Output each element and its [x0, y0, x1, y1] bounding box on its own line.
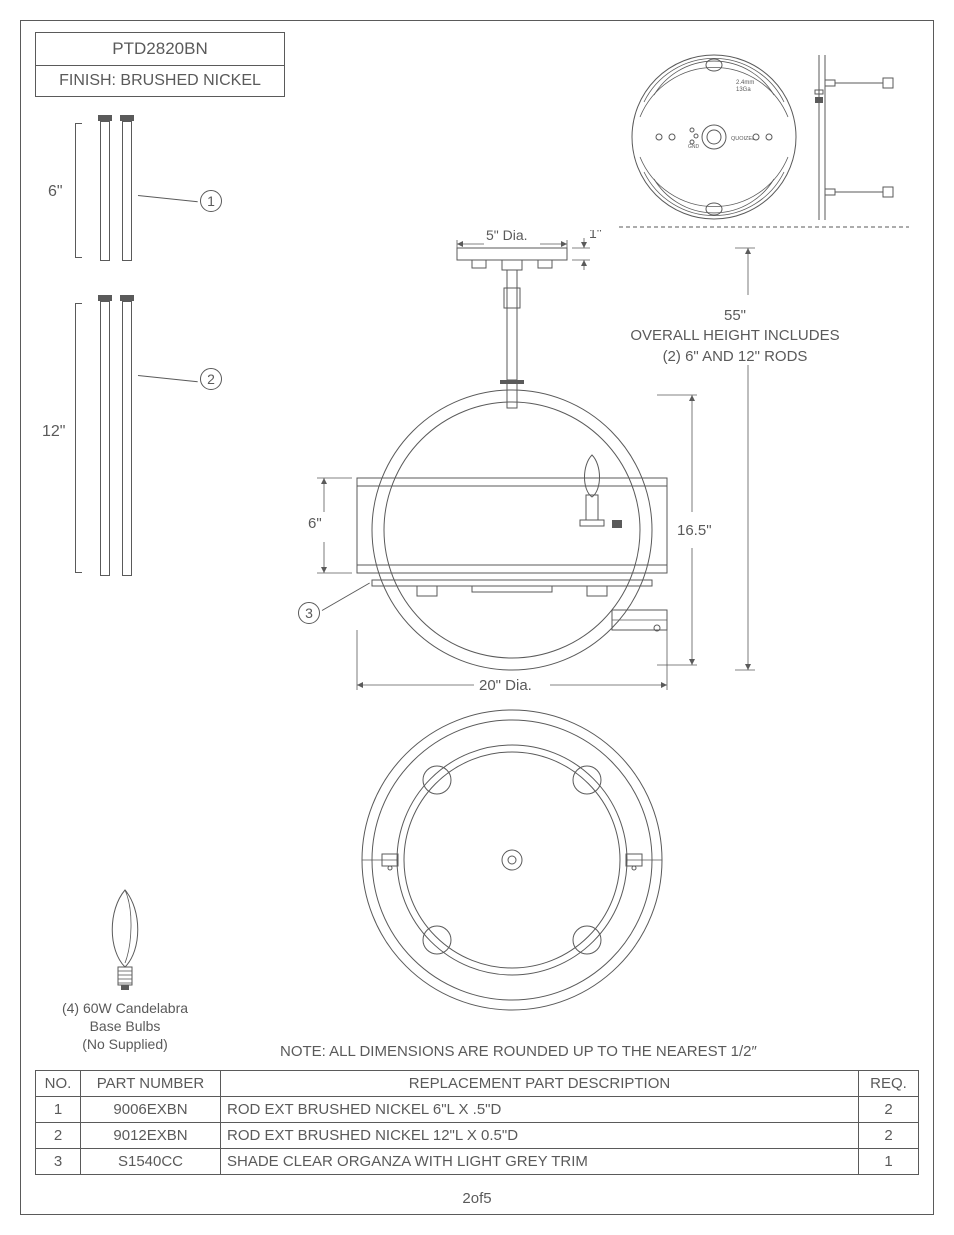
- th-no: NO.: [36, 1071, 81, 1097]
- overall-height-note: 55" OVERALL HEIGHT INCLUDES (2) 6" AND 1…: [620, 306, 850, 367]
- rounding-note: NOTE: ALL DIMENSIONS ARE ROUNDED UP TO T…: [280, 1043, 757, 1060]
- fixture-drawing: 5" Dia. 1": [290, 230, 870, 1020]
- model-number: PTD2820BN: [36, 33, 284, 66]
- parts-table: NO. PART NUMBER REPLACEMENT PART DESCRIP…: [35, 1070, 919, 1175]
- table-row: 1 9006EXBN ROD EXT BRUSHED NICKEL 6"L X …: [36, 1097, 919, 1123]
- th-part: PART NUMBER: [81, 1071, 221, 1097]
- th-desc: REPLACEMENT PART DESCRIPTION: [221, 1071, 859, 1097]
- plate-gnd-label: GND: [688, 144, 700, 150]
- table-row: 3 S1540CC SHADE CLEAR ORGANZA WITH LIGHT…: [36, 1149, 919, 1175]
- dim-canopy-h: 1": [589, 230, 602, 241]
- dim-6in: 6": [48, 183, 63, 201]
- plate-gauge-1: 2.4mm: [736, 80, 754, 86]
- callout-2: 2: [200, 368, 222, 390]
- dim-shade-h: 6": [308, 515, 322, 532]
- dim-overall-dia: 20" Dia.: [479, 677, 532, 694]
- th-req: REQ.: [859, 1071, 919, 1097]
- mounting-plate-detail: QUOIZEL GND 2.4mm 13Ga: [619, 45, 909, 230]
- bulb-line-2: Base Bulbs: [90, 1018, 161, 1034]
- page-number: 2of5: [0, 1190, 954, 1207]
- bulb-line-1: (4) 60W Candelabra: [62, 1000, 188, 1016]
- header-block: PTD2820BN FINISH: BRUSHED NICKEL: [35, 32, 285, 97]
- bulb-spec: (4) 60W Candelabra Base Bulbs (No Suppli…: [40, 885, 210, 1054]
- plate-gauge-2: 13Ga: [736, 87, 751, 93]
- dim-ring-dia: 16.5": [677, 522, 712, 539]
- dim-12in: 12": [42, 423, 65, 441]
- finish-label: FINISH: BRUSHED NICKEL: [36, 66, 284, 96]
- plate-brand-label: QUOIZEL: [731, 136, 755, 142]
- table-row: 2 9012EXBN ROD EXT BRUSHED NICKEL 12"L X…: [36, 1123, 919, 1149]
- callout-3: 3: [298, 602, 320, 624]
- callout-1: 1: [200, 190, 222, 212]
- bulb-line-3: (No Supplied): [82, 1036, 168, 1052]
- dim-canopy-dia: 5" Dia.: [486, 230, 528, 243]
